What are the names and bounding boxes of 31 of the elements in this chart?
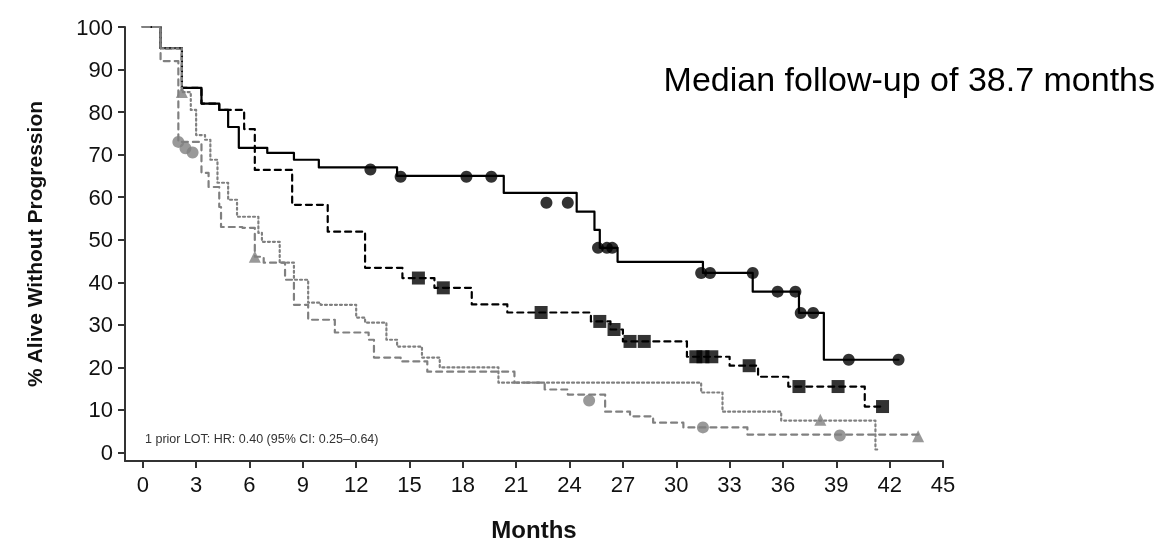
y-tick-label: 10 — [88, 397, 113, 423]
x-tick-label: 36 — [770, 471, 796, 497]
x-tick-label: 3 — [190, 471, 203, 497]
y-axis-title: % Alive Without Progression — [23, 100, 46, 388]
x-tick-label: 9 — [296, 471, 309, 497]
x-tick-label: 6 — [243, 471, 256, 497]
annotation: 1 prior LOT: HR: 0.40 (95% CI: 0.25–0.64) — [145, 431, 379, 446]
x-tick-label: 42 — [877, 471, 902, 497]
x-tick-label: 21 — [503, 471, 529, 497]
y-tick-label: 50 — [88, 227, 113, 253]
y-tick-label: 30 — [88, 312, 113, 338]
x-tick-label: 33 — [717, 471, 742, 497]
y-tick-label: 20 — [88, 354, 113, 380]
x-axis-title: Months — [491, 515, 577, 543]
y-tick-label: 100 — [76, 14, 113, 40]
y-tick-label: 80 — [88, 99, 113, 125]
x-tick-label: 18 — [450, 471, 476, 497]
x-tick-label: 12 — [343, 471, 369, 497]
x-tick-label: 30 — [664, 471, 689, 497]
x-tick-label: 27 — [610, 471, 636, 497]
y-tick-label: 40 — [88, 269, 113, 295]
x-tick-label: 0 — [136, 471, 149, 497]
x-tick-label: 15 — [397, 471, 422, 497]
x-tick-label: 24 — [557, 471, 582, 497]
x-tick-label: 45 — [930, 471, 956, 497]
y-tick-label: 90 — [88, 57, 113, 83]
annotation: Median follow-up of 38.7 months — [663, 60, 1155, 98]
y-tick-label: 60 — [88, 184, 113, 210]
y-tick-label: 0 — [100, 439, 113, 465]
x-tick-label: 39 — [824, 471, 849, 497]
y-tick-label: 70 — [88, 142, 113, 168]
